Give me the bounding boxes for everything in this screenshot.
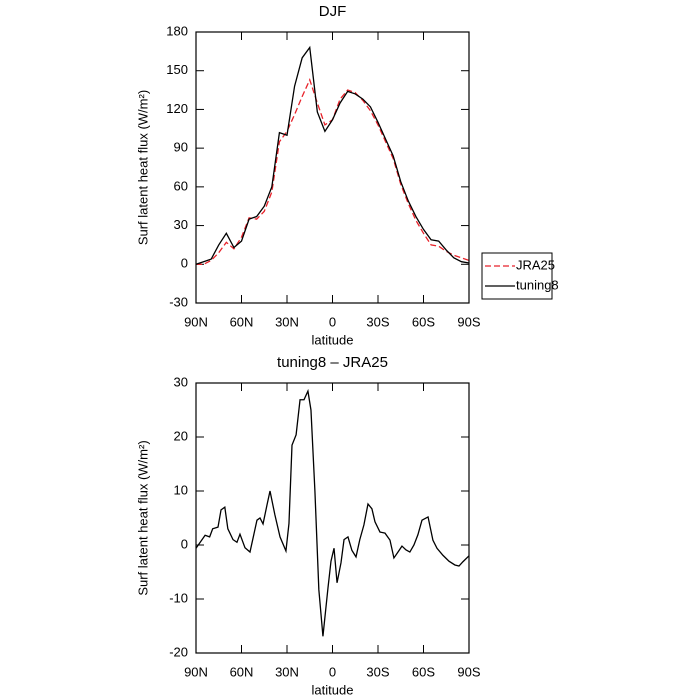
- legend-box: [481, 252, 553, 300]
- x-tick-label: 90N: [184, 314, 208, 329]
- x-tick-label: 30S: [366, 664, 389, 679]
- legend-label: tuning8: [516, 277, 559, 292]
- y-tick-label: -30: [169, 294, 188, 309]
- x-tick-label: 30N: [275, 664, 299, 679]
- y-tick-label: 30: [174, 217, 188, 232]
- chart-title: tuning8 – JRA25: [277, 354, 388, 371]
- y-tick-label: -10: [169, 590, 188, 605]
- y-tick-label: 30: [174, 374, 188, 389]
- y-tick-label: 150: [166, 62, 188, 77]
- x-tick-label: 90S: [457, 664, 480, 679]
- x-tick-label: 60N: [230, 664, 254, 679]
- x-tick-label: 0: [329, 664, 336, 679]
- x-axis-label: latitude: [312, 682, 354, 697]
- y-axis-label: Surf latent heat flux (W/m²): [135, 440, 150, 595]
- x-tick-label: 90S: [457, 314, 480, 329]
- y-tick-label: 20: [174, 428, 188, 443]
- x-tick-label: 30N: [275, 314, 299, 329]
- chart-title: DJF: [319, 3, 347, 20]
- x-tick-label: 60S: [412, 314, 435, 329]
- plot-frame: [195, 382, 470, 654]
- x-tick-label: 0: [329, 314, 336, 329]
- y-tick-label: 120: [166, 101, 188, 116]
- x-tick-label: 90N: [184, 664, 208, 679]
- x-tick-label: 60S: [412, 664, 435, 679]
- x-tick-label: 60N: [230, 314, 254, 329]
- y-tick-label: 0: [181, 536, 188, 551]
- y-tick-label: -20: [169, 644, 188, 659]
- y-axis-label: Surf latent heat flux (W/m²): [135, 90, 150, 245]
- x-axis-label: latitude: [312, 332, 354, 347]
- y-tick-label: 90: [174, 140, 188, 155]
- y-tick-label: 180: [166, 23, 188, 38]
- y-tick-label: 60: [174, 178, 188, 193]
- data-line: [195, 45, 470, 265]
- data-line: [195, 388, 470, 637]
- x-tick-label: 30S: [366, 314, 389, 329]
- legend-label: JRA25: [516, 257, 555, 272]
- plot-frame: [195, 31, 470, 304]
- y-tick-label: 0: [181, 256, 188, 271]
- y-tick-label: 10: [174, 482, 188, 497]
